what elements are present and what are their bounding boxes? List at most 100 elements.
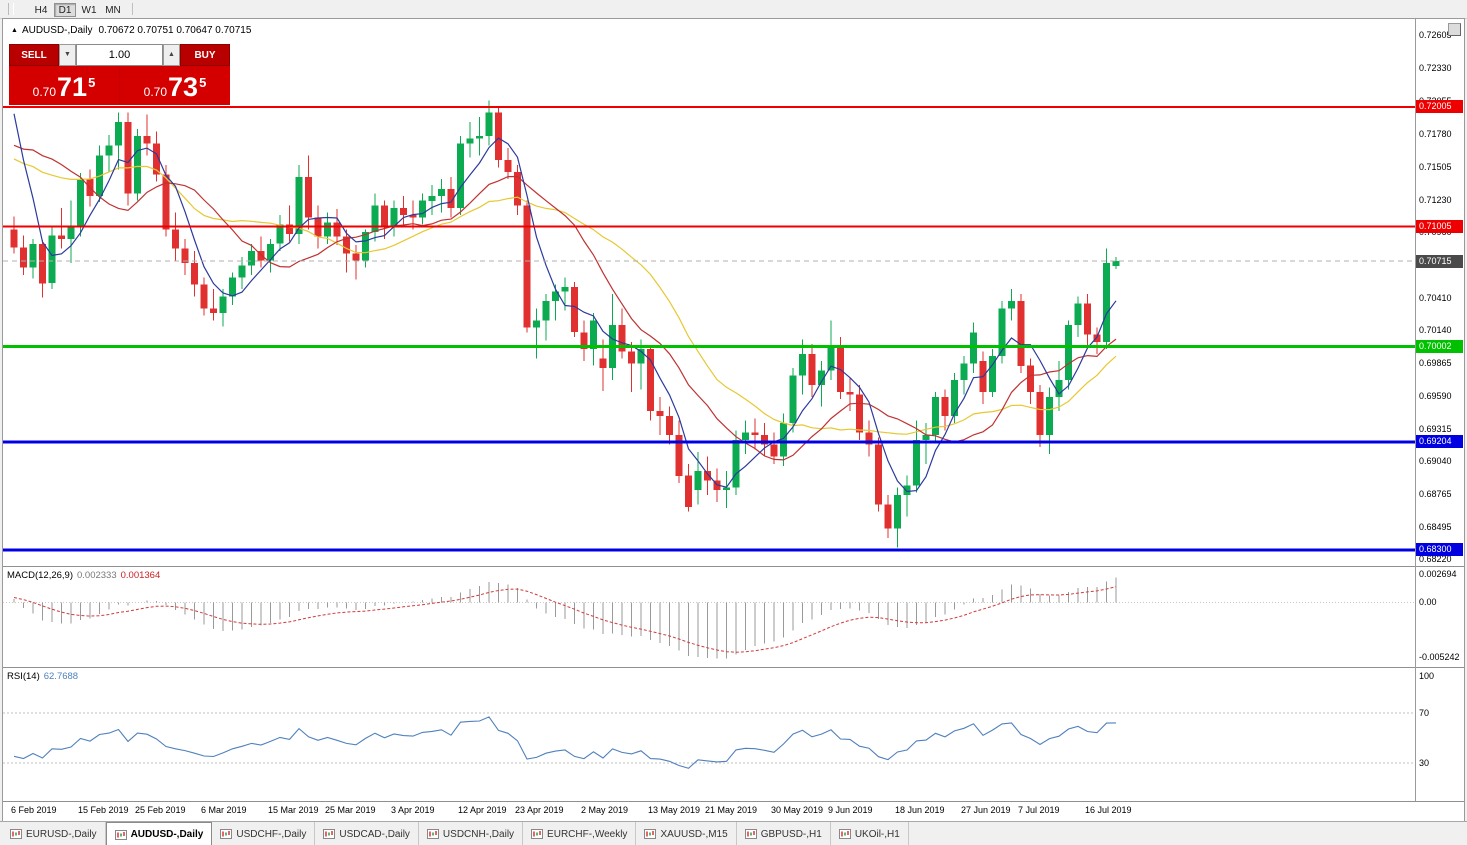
tab-audusd-daily[interactable]: AUDUSD-,Daily	[105, 822, 213, 845]
price-tick-label: 0.69315	[1419, 424, 1452, 434]
date-label: 27 Jun 2019	[961, 805, 1011, 815]
collapse-triangle-icon[interactable]: ▲	[11, 27, 18, 34]
chart-icon	[220, 829, 233, 839]
chart-icon	[114, 829, 127, 840]
chart-tab-bar: EURUSD-,Daily AUDUSD-,Daily USDCHF-,Daily U…	[0, 821, 1467, 845]
chart-icon	[426, 829, 439, 839]
volume-decrease-button[interactable]: ▼	[59, 44, 76, 66]
timeframe-toolbar: H4 D1 W1 MN	[0, 0, 1467, 19]
ask-price-sup: 5	[199, 75, 207, 90]
tab-ukoil-h1[interactable]: UKOil-,H1	[831, 822, 909, 845]
macd-pane: MACD(12,26,9) 0.002333 0.001364 0.002694 0.…	[3, 566, 1464, 668]
time-axis[interactable]: 6 Feb 2019 15 Feb 2019 25 Feb 2019 6 Mar 20…	[3, 801, 1464, 821]
price-tick-label: 0.69590	[1419, 391, 1452, 401]
price-tick-label: 0.71230	[1419, 195, 1452, 205]
chart-icon	[744, 829, 757, 839]
tab-label: EURUSD-,Daily	[26, 828, 97, 840]
chart-icon	[10, 829, 22, 839]
chart-window: ▲ AUDUSD-,Daily 0.70672 0.70751 0.70647 0.…	[2, 18, 1465, 821]
bid-price-display[interactable]: 0.70 71 5	[9, 66, 119, 105]
price-chart-canvas[interactable]	[3, 19, 1415, 566]
tab-label: UKOil-,H1	[854, 828, 900, 840]
rsi-pane: RSI(14) 62.7688 100 70 30	[3, 667, 1464, 802]
price-tick-label: 0.68220	[1419, 554, 1452, 564]
chart-icon	[644, 829, 657, 839]
tab-xauusd-m15[interactable]: XAUUSD-,M15	[636, 822, 737, 845]
chart-title: ▲ AUDUSD-,Daily 0.70672 0.70751 0.70647 0.…	[11, 25, 251, 36]
rsi-level-lines	[3, 712, 1415, 764]
tab-eurusd-daily[interactable]: EURUSD-,Daily	[2, 822, 106, 845]
period-buttons: H4 D1 W1 MN	[30, 0, 126, 18]
triangle-down-icon: ▼	[64, 51, 71, 58]
period-button-mn[interactable]: MN	[102, 3, 124, 17]
rsi-value: 62.7688	[43, 671, 79, 682]
rsi-name: RSI(14)	[7, 671, 40, 682]
level-price-badge[interactable]: 0.70002	[1416, 340, 1463, 353]
price-tick-label: 0.68765	[1419, 489, 1452, 499]
buy-button[interactable]: BUY	[180, 44, 230, 66]
rsi-canvas[interactable]	[3, 668, 1415, 801]
ask-price-big: 73	[168, 72, 199, 102]
macd-canvas[interactable]	[3, 567, 1415, 667]
period-button-w1[interactable]: W1	[78, 3, 100, 17]
date-label: 6 Mar 2019	[201, 805, 247, 815]
horizontal-level-lines[interactable]	[3, 105, 1415, 552]
price-axis[interactable]: 0.726050.723300.720550.717800.715050.712…	[1416, 19, 1464, 566]
tab-eurchf-weekly[interactable]: EURCHF-,Weekly	[523, 822, 637, 845]
chart-icon	[531, 829, 544, 839]
tab-label: USDCNH-,Daily	[442, 828, 515, 840]
level-price-badge[interactable]: 0.71005	[1416, 220, 1463, 233]
tab-label: USDCHF-,Daily	[236, 828, 307, 840]
ask-price-prefix: 0.70	[143, 85, 168, 99]
price-tick-label: 0.69040	[1419, 456, 1452, 466]
date-label: 2 May 2019	[581, 805, 629, 815]
date-label: 25 Feb 2019	[135, 805, 186, 815]
bid-price-prefix: 0.70	[32, 85, 57, 99]
ask-price-display[interactable]: 0.70 73 5	[120, 66, 230, 105]
date-label: 6 Feb 2019	[11, 805, 57, 815]
macd-name: MACD(12,26,9)	[7, 570, 73, 581]
date-label: 7 Jul 2019	[1018, 805, 1060, 815]
date-label: 15 Feb 2019	[78, 805, 129, 815]
tab-usdchf-daily[interactable]: USDCHF-,Daily	[212, 822, 316, 845]
tab-usdcnh-daily[interactable]: USDCNH-,Daily	[419, 822, 524, 845]
macd-axis-label: 0.002694	[1419, 569, 1457, 579]
moving-averages	[13, 113, 1117, 493]
volume-increase-button[interactable]: ▲	[163, 44, 180, 66]
period-button-d1[interactable]: D1	[54, 3, 76, 17]
rsi-line	[13, 716, 1117, 769]
chart-icon	[838, 829, 851, 839]
trade-panel-prices: 0.70 71 5 0.70 73 5	[9, 66, 230, 105]
tab-usdcad-daily[interactable]: USDCAD-,Daily	[315, 822, 419, 845]
level-price-badge[interactable]: 0.72005	[1416, 100, 1463, 113]
toolbar-grip[interactable]	[8, 3, 14, 15]
volume-input[interactable]	[76, 44, 163, 66]
date-label: 12 Apr 2019	[458, 805, 507, 815]
tab-gbpusd-h1[interactable]: GBPUSD-,H1	[737, 822, 831, 845]
date-label: 23 Apr 2019	[515, 805, 564, 815]
chart-corner-button[interactable]	[1448, 23, 1461, 36]
date-label: 13 May 2019	[648, 805, 701, 815]
axis-separator	[1415, 19, 1416, 801]
price-tick-label: 0.71780	[1419, 129, 1452, 139]
macd-signal-line	[13, 586, 1117, 653]
date-label: 21 May 2019	[705, 805, 758, 815]
macd-axis-label: 0.00	[1419, 597, 1437, 607]
period-button-h4[interactable]: H4	[30, 3, 52, 17]
price-tick-label: 0.69865	[1419, 358, 1452, 368]
date-label: 18 Jun 2019	[895, 805, 945, 815]
sell-button[interactable]: SELL	[9, 44, 59, 66]
level-price-badge[interactable]: 0.68300	[1416, 543, 1463, 556]
level-price-badge[interactable]: 0.69204	[1416, 435, 1463, 448]
macd-axis-label: -0.005242	[1419, 652, 1460, 662]
date-label: 3 Apr 2019	[391, 805, 435, 815]
rsi-axis: 100 70 30	[1416, 668, 1464, 801]
candles	[10, 100, 1120, 548]
trade-panel-controls: SELL ▼ ▲ BUY	[9, 44, 230, 66]
toolbar-separator	[132, 3, 133, 15]
price-tick-label: 0.68495	[1419, 522, 1452, 532]
bid-price-sup: 5	[88, 75, 96, 90]
rsi-axis-label: 30	[1419, 758, 1430, 768]
current-price-badge[interactable]: 0.70715	[1416, 255, 1463, 268]
